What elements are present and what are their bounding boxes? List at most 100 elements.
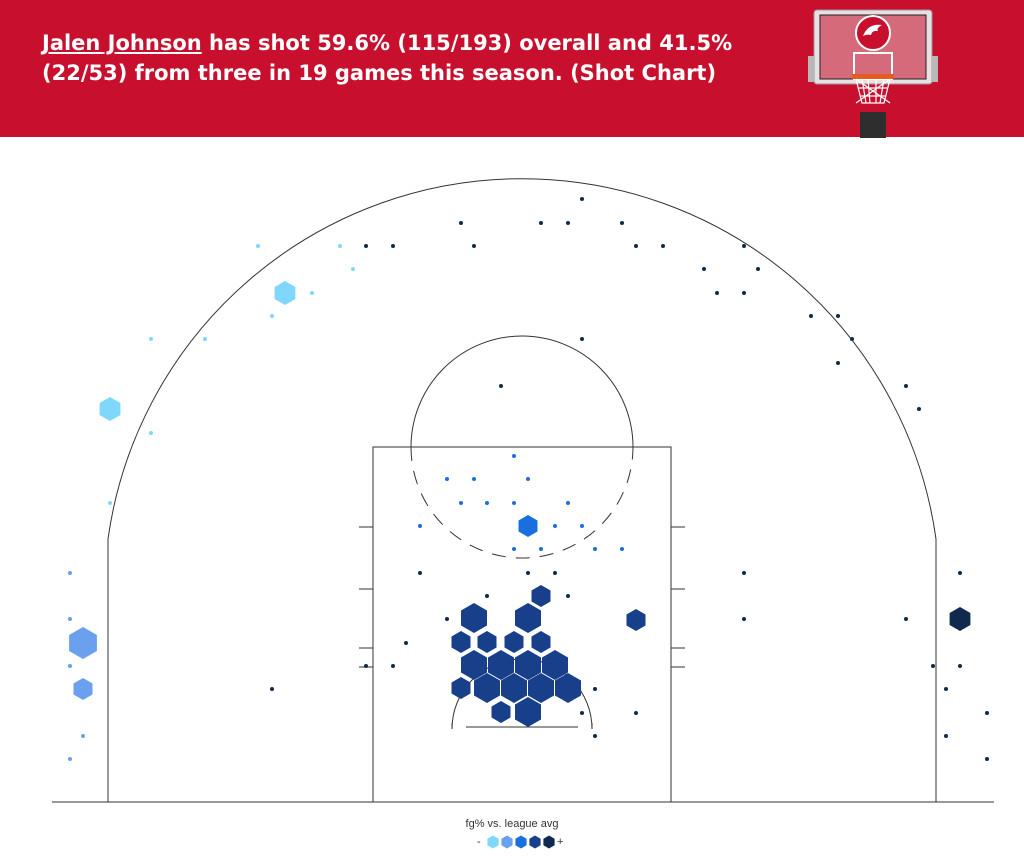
shot-dot <box>944 734 948 738</box>
shot-dot <box>756 267 760 271</box>
shot-hexbin <box>69 627 97 659</box>
legend-swatch <box>529 835 541 849</box>
backboard-side-right <box>932 56 938 82</box>
shot-dot <box>391 664 395 668</box>
shot-dot <box>81 734 85 738</box>
shot-dot <box>485 594 489 598</box>
free-throw-circle-bottom <box>410 446 634 559</box>
shot-hexbin <box>626 609 646 631</box>
legend-swatch <box>487 835 499 849</box>
hawk-head-icon <box>863 24 882 36</box>
shot-dot <box>566 501 570 505</box>
rim <box>852 74 894 79</box>
shot-hexbin <box>477 631 497 653</box>
shot-dot <box>836 314 840 318</box>
shot-dot <box>364 244 368 248</box>
shot-hexes <box>69 281 971 727</box>
shot-dot <box>391 244 395 248</box>
shot-hexbin <box>451 631 471 653</box>
shot-dot <box>351 267 355 271</box>
shot-hexbin <box>515 650 541 680</box>
shot-hexbin <box>274 281 296 305</box>
shot-dot <box>459 501 463 505</box>
shot-dot <box>512 501 516 505</box>
shot-dot <box>418 524 422 528</box>
shot-dot <box>593 734 597 738</box>
legend-title: fg% vs. league avg <box>465 818 559 830</box>
legend-swatches <box>487 835 555 849</box>
shot-dot <box>445 477 449 481</box>
shot-dot <box>472 477 476 481</box>
shot-dot <box>512 454 516 458</box>
shot-hexbin <box>491 701 511 723</box>
shot-dot <box>338 244 342 248</box>
shot-dot <box>958 571 962 575</box>
shot-dot <box>836 361 840 365</box>
shot-dot <box>958 664 962 668</box>
shot-dot <box>149 431 153 435</box>
shot-hexbin <box>73 678 93 700</box>
shot-dot <box>539 547 543 551</box>
shot-dot <box>931 664 935 668</box>
shot-hexbin <box>531 585 551 607</box>
shot-dot <box>499 384 503 388</box>
shot-dot <box>580 711 584 715</box>
shot-dot <box>445 617 449 621</box>
shot-dot <box>526 477 530 481</box>
shot-hexbin <box>949 607 971 631</box>
shot-hexbin <box>515 603 541 633</box>
hoop-pole <box>860 112 886 138</box>
paint <box>372 446 672 803</box>
shot-dot <box>580 197 584 201</box>
shot-hexbin <box>555 673 581 703</box>
legend-swatch <box>501 835 513 849</box>
shot-hexbin <box>531 631 551 653</box>
shot-dot <box>68 664 72 668</box>
shot-dot <box>68 757 72 761</box>
legend-minus: - <box>477 836 481 848</box>
legend-swatch <box>543 835 555 849</box>
shot-chart <box>52 178 994 803</box>
shot-dot <box>580 524 584 528</box>
shot-dot <box>68 617 72 621</box>
shot-hexbin <box>99 397 121 421</box>
three-point-arc <box>107 178 937 540</box>
shot-hexbin <box>461 603 487 633</box>
basketball-hoop-icon <box>808 9 938 138</box>
shot-dot <box>553 571 557 575</box>
shot-dot <box>917 407 921 411</box>
shot-hexbin <box>518 515 538 537</box>
shot-dot <box>702 267 706 271</box>
net <box>855 78 891 104</box>
shot-dot <box>593 547 597 551</box>
hawks-logo-icon <box>855 15 891 51</box>
shot-dot <box>472 244 476 248</box>
shot-dot <box>526 571 530 575</box>
shot-dot <box>661 244 665 248</box>
shot-dot <box>539 221 543 225</box>
shot-hexbin <box>451 677 471 699</box>
shot-hexbin <box>461 650 487 680</box>
shot-dot <box>364 664 368 668</box>
shot-dot <box>944 687 948 691</box>
shot-dot <box>809 314 813 318</box>
shot-dot <box>108 501 112 505</box>
shot-dot <box>742 291 746 295</box>
legend-plus: + <box>557 836 564 848</box>
shot-dot <box>512 547 516 551</box>
shot-dot <box>418 571 422 575</box>
shot-dots <box>68 197 989 761</box>
legend-swatch <box>515 835 527 849</box>
shot-dot <box>742 617 746 621</box>
shot-dot <box>310 291 314 295</box>
shot-dot <box>566 594 570 598</box>
shot-dot <box>270 314 274 318</box>
free-throw-circle-top <box>410 335 634 448</box>
shot-dot <box>715 291 719 295</box>
headline-summary: has shot 59.6% (115/193) overall and 41.… <box>42 31 733 85</box>
shot-dot <box>553 524 557 528</box>
shot-dot <box>404 641 408 645</box>
shot-dot <box>270 687 274 691</box>
shot-hexbin <box>501 673 527 703</box>
player-name-link[interactable]: Jalen Johnson <box>42 31 202 55</box>
